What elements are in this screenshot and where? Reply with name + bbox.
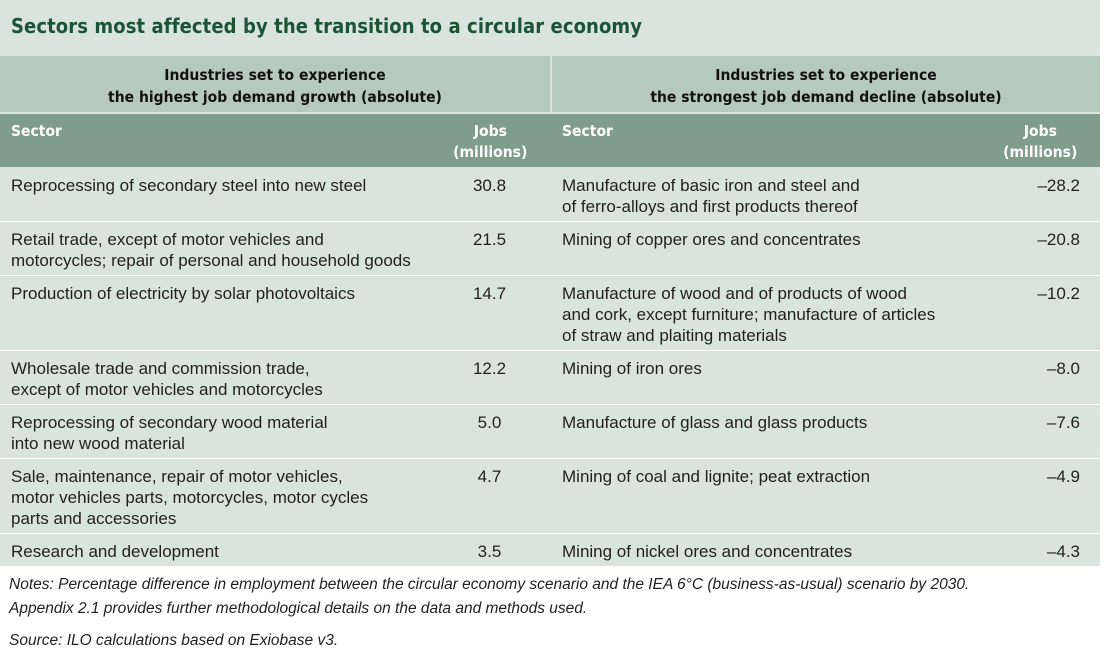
- decline-jobs-cell: –28.2: [1037, 176, 1080, 195]
- table-row: Research and development 3.5 Mining of n…: [0, 534, 1100, 566]
- growth-jobs-header-line1: Jobs: [473, 122, 507, 140]
- decline-jobs-cell: –4.9: [1046, 467, 1080, 486]
- decline-sector-cell: Manufacture of basic iron and steel and …: [562, 176, 860, 216]
- table-row: Sale, maintenance, repair of motor vehic…: [0, 459, 1100, 534]
- growth-group-header: Industries set to experience the highest…: [0, 56, 550, 112]
- decline-jobs-cell: –4.3: [1046, 542, 1080, 561]
- decline-jobs-cell: –8.0: [1046, 359, 1080, 378]
- decline-jobs-header-line1: Jobs: [1023, 122, 1057, 140]
- growth-sector-cell: Sale, maintenance, repair of motor vehic…: [11, 467, 369, 528]
- table-row: Reprocessing of secondary steel into new…: [0, 168, 1100, 222]
- growth-jobs-header-line2: (millions): [452, 143, 528, 161]
- notes-line1: Notes: Percentage difference in employme…: [9, 576, 970, 593]
- notes: Notes: Percentage difference in employme…: [9, 573, 1109, 621]
- growth-jobs-cell: 30.8: [472, 176, 507, 195]
- column-header-row: Sector Jobs (millions) Sector Jobs (mill…: [0, 114, 1100, 167]
- decline-jobs-header-line2: (millions): [1002, 143, 1078, 161]
- decline-jobs-cell: –7.6: [1046, 413, 1080, 432]
- growth-jobs-cell: 4.7: [477, 467, 502, 486]
- growth-sector-cell: Retail trade, except of motor vehicles a…: [11, 230, 411, 270]
- growth-jobs-cell: 3.5: [477, 542, 502, 561]
- growth-jobs-cell: 21.5: [472, 230, 507, 249]
- table-panel: Sectors most affected by the transition …: [0, 0, 1100, 566]
- decline-group-header-line1: Industries set to experience: [715, 66, 937, 84]
- decline-jobs-cell: –20.8: [1037, 230, 1080, 249]
- decline-jobs-column-header: Jobs (millions): [990, 121, 1090, 163]
- decline-group-header: Industries set to experience the stronge…: [552, 56, 1100, 112]
- decline-sector-cell: Mining of coal and lignite; peat extract…: [562, 467, 871, 486]
- table-row: Retail trade, except of motor vehicles a…: [0, 222, 1100, 276]
- decline-sector-cell: Manufacture of wood and of products of w…: [562, 284, 936, 345]
- growth-group-header-line2: the highest job demand growth (absolute): [108, 88, 442, 106]
- growth-sector-cell: Research and development: [11, 542, 219, 561]
- decline-group-header-line2: the strongest job demand decline (absolu…: [650, 88, 1002, 106]
- table-row: Reprocessing of secondary wood material …: [0, 405, 1100, 459]
- growth-jobs-cell: 12.2: [472, 359, 507, 378]
- growth-sector-cell: Reprocessing of secondary steel into new…: [11, 176, 367, 195]
- notes-line2: Appendix 2.1 provides further methodolog…: [9, 600, 588, 617]
- growth-jobs-cell: 5.0: [477, 413, 502, 432]
- growth-sector-cell: Production of electricity by solar photo…: [11, 284, 355, 303]
- decline-sector-cell: Mining of copper ores and concentrates: [562, 230, 861, 249]
- growth-sector-cell: Reprocessing of secondary wood material …: [11, 413, 328, 453]
- growth-jobs-column-header: Jobs (millions): [440, 121, 540, 163]
- decline-jobs-cell: –10.2: [1037, 284, 1080, 303]
- table-row: Production of electricity by solar photo…: [0, 276, 1100, 351]
- decline-sector-cell: Mining of iron ores: [562, 359, 702, 378]
- table-row: Wholesale trade and commission trade, ex…: [0, 351, 1100, 405]
- table-title: Sectors most affected by the transition …: [11, 14, 643, 38]
- source-note: Source: ILO calculations based on Exioba…: [9, 632, 339, 649]
- growth-jobs-cell: 14.7: [472, 284, 507, 303]
- growth-sector-column-header: Sector: [11, 122, 62, 140]
- decline-sector-column-header: Sector: [562, 122, 613, 140]
- growth-sector-cell: Wholesale trade and commission trade, ex…: [11, 359, 323, 399]
- decline-sector-cell: Manufacture of glass and glass products: [562, 413, 868, 432]
- growth-group-header-line1: Industries set to experience: [164, 66, 386, 84]
- decline-sector-cell: Mining of nickel ores and concentrates: [562, 542, 853, 561]
